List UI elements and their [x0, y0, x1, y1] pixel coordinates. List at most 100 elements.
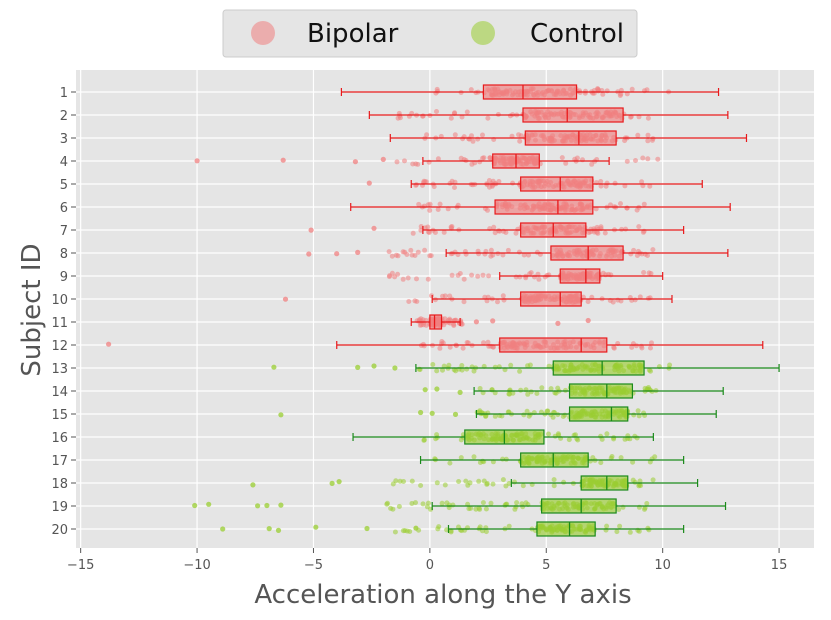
data-point: [635, 132, 641, 138]
data-point: [409, 501, 415, 506]
data-point: [449, 224, 455, 229]
data-point: [488, 500, 494, 506]
data-point: [461, 276, 467, 282]
data-point: [477, 159, 483, 165]
data-point: [603, 183, 609, 189]
data-point: [485, 339, 491, 345]
x-tick-label: −5: [304, 558, 323, 573]
data-point: [526, 413, 532, 419]
outlier-point: [452, 411, 459, 417]
data-point: [623, 226, 629, 232]
data-point: [447, 293, 453, 299]
data-point: [634, 435, 640, 441]
data-point: [439, 500, 445, 506]
data-point: [641, 201, 647, 207]
outlier-point: [355, 249, 361, 255]
outlier-point: [473, 319, 479, 325]
data-point: [425, 224, 431, 230]
data-point: [548, 412, 554, 418]
x-tick-label: 15: [771, 558, 788, 573]
data-point: [499, 413, 505, 419]
data-point: [458, 155, 464, 161]
iqr-box: [520, 176, 594, 192]
y-tick-label: 3: [60, 132, 68, 147]
data-point: [448, 115, 454, 121]
data-point: [468, 87, 474, 93]
outlier-point: [306, 251, 312, 257]
y-tick-label: 1: [60, 86, 68, 101]
y-tick-label: 18: [51, 477, 68, 492]
data-point: [624, 158, 630, 164]
data-point: [429, 293, 434, 299]
data-point: [575, 437, 581, 443]
x-tick-label: −10: [183, 558, 210, 573]
data-point: [422, 247, 428, 253]
iqr-box: [494, 199, 594, 215]
data-point: [635, 408, 641, 414]
data-point: [600, 91, 606, 97]
data-point: [386, 249, 392, 255]
data-point: [426, 230, 432, 235]
data-point: [425, 276, 431, 282]
data-point: [435, 207, 441, 212]
data-point: [452, 132, 458, 138]
x-axis-title: Acceleration along the Y axis: [254, 580, 631, 610]
data-point: [604, 523, 610, 529]
data-point: [503, 483, 509, 489]
data-point: [444, 527, 450, 533]
data-point: [512, 479, 517, 485]
data-point: [452, 185, 457, 190]
data-point: [598, 224, 604, 230]
data-point: [517, 368, 523, 374]
data-point: [507, 387, 513, 393]
data-point: [615, 297, 621, 303]
iqr-box: [522, 107, 624, 123]
data-point: [561, 479, 567, 485]
legend-label-control: Control: [530, 19, 624, 49]
data-point: [488, 247, 494, 253]
outlier-point: [308, 227, 314, 233]
data-point: [546, 431, 551, 437]
data-point: [612, 180, 618, 186]
data-point: [652, 454, 658, 460]
outlier-point: [371, 363, 377, 369]
iqr-box: [580, 475, 629, 491]
data-point: [514, 500, 520, 506]
y-axis-title: Subject ID: [17, 243, 47, 376]
outlier-point: [313, 524, 319, 530]
y-tick-label: 17: [51, 454, 68, 469]
data-point: [645, 138, 651, 144]
data-point: [604, 88, 610, 94]
data-point: [636, 528, 642, 534]
data-point: [593, 206, 599, 212]
outlier-point: [352, 159, 358, 165]
data-point: [573, 432, 578, 438]
outlier-point: [266, 526, 272, 532]
iqr-box: [429, 314, 443, 330]
data-point: [468, 505, 474, 511]
outlier-point: [355, 364, 361, 370]
axis-ticks: −15 −10 −5 0 5 10 1512345678910111213141516171…: [51, 86, 787, 573]
data-point: [548, 386, 554, 392]
data-point: [402, 249, 408, 255]
data-point: [495, 251, 501, 257]
data-point: [490, 481, 496, 487]
data-point: [508, 362, 514, 368]
data-point: [492, 364, 498, 370]
data-point: [418, 227, 424, 233]
data-point: [614, 529, 620, 535]
y-tick-label: 5: [60, 178, 68, 193]
outlier-point: [278, 502, 284, 508]
outlier-point: [366, 180, 372, 186]
y-tick-label: 4: [60, 155, 68, 170]
data-point: [649, 340, 654, 346]
legend-frame: [222, 9, 638, 58]
data-point: [434, 368, 440, 374]
outlier-point: [380, 156, 386, 162]
data-point: [490, 344, 496, 350]
data-point: [629, 344, 635, 350]
data-point: [611, 344, 617, 350]
y-tick-label: 9: [60, 270, 68, 285]
outlier-point: [192, 502, 198, 509]
data-point: [464, 109, 470, 115]
